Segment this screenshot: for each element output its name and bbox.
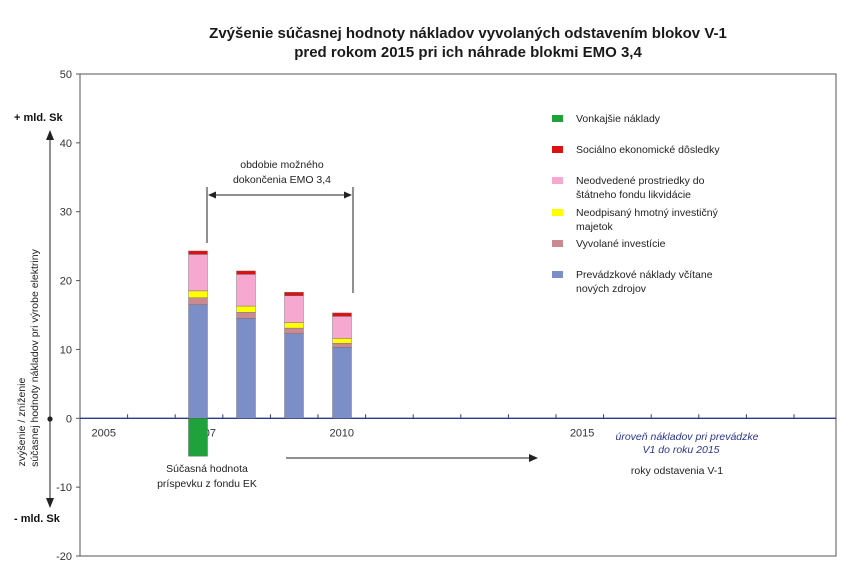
y-tick-label: -20 [56,551,72,563]
y-side-arrow-up [46,130,54,140]
y-tick-label: 10 [60,344,72,356]
legend-label: Neodpisaný hmotný investičný [576,207,719,219]
bar-segment [332,316,352,339]
level-annotation-line2: V1 do roku 2015 [642,444,719,456]
legend-swatch [552,146,563,153]
chart-title-line1: Zvýšenie súčasnej hodnoty nákladov vyvol… [209,25,727,42]
legend: Vonkajšie náklady Sociálno ekonomické dôs… [552,113,720,295]
legend-label: majetok [576,221,614,233]
y-minus-label: - mld. Sk [14,513,61,525]
y-side-zero-dot [47,416,53,422]
bar-segment [332,312,352,317]
bar-segment [284,333,304,419]
bar-segment [236,270,256,275]
legend-swatch [552,115,563,122]
bar-segment [236,318,256,419]
shutdown-years-arrow-head [529,454,538,462]
contribution-annotation-line1: Súčasná hodnota [166,463,248,475]
bar-segment [236,305,256,313]
plot-frame [79,73,837,557]
bar-segment [284,292,304,296]
bar-segment [332,347,352,419]
bar-segment [332,338,352,344]
bar-segment [188,250,208,255]
y-tick-label: 0 [66,413,72,425]
bar-segment [236,274,256,307]
bar-segment [284,327,304,334]
level-annotation-line1: úroveň nákladov pri prevádzke [615,431,758,443]
y-axis-label-line1: zvýšenie / zníženie [16,377,28,466]
bar-segment [332,343,352,348]
x-tick-label: 2010 [330,427,354,439]
bar-segment [188,304,208,419]
legend-label: Neodvedené prostriedky do [576,175,705,187]
period-annotation-line2: dokončenia EMO 3,4 [233,174,331,186]
y-tick-label: 30 [60,207,72,219]
y-tick-label: -10 [56,482,72,494]
legend-label: Vyvolané investície [576,238,666,250]
shutdown-years-label: roky odstavenia V-1 [631,465,723,477]
y-tick-label: 40 [60,138,72,150]
legend-swatch [552,209,563,216]
contribution-annotation-line2: príspevku z fondu EK [157,478,257,490]
y-plus-label: + mld. Sk [14,112,63,124]
legend-swatch [552,240,563,247]
legend-swatch [552,177,563,184]
y-axis-label-line2: súčasnej hodnoty nákladov pri výrobe ele… [29,248,41,466]
bar-segment [188,254,208,292]
bar-segment [188,297,208,305]
legend-label: Prevádzkové náklady včítane [576,269,713,281]
y-axis-ticks: 50 40 30 20 10 0 -10 -20 [56,69,80,563]
period-arrow-left-head [208,191,216,199]
legend-swatch [552,271,563,278]
y-tick-label: 50 [60,69,72,81]
legend-label: Vonkajšie náklady [576,113,661,125]
x-tick-label: 2015 [570,427,594,439]
legend-label: štátneho fondu likvidácie [576,189,691,201]
bar-segment [188,290,208,298]
legend-label: nových zdrojov [576,283,647,295]
bar-segment [236,312,256,319]
legend-label: Sociálno ekonomické dôsledky [576,144,720,156]
bars [188,250,352,457]
x-tick-label: 2005 [92,427,116,439]
chart-title-line2: pred rokom 2015 pri ich náhrade blokmi E… [294,44,642,61]
y-tick-label: 20 [60,276,72,288]
period-arrow-right-head [344,191,352,199]
bar-negative [188,418,208,457]
period-annotation-line1: obdobie možného [240,159,324,171]
y-side-arrow-down [46,498,54,508]
bar-segment [284,295,304,323]
bar-segment [284,322,304,329]
